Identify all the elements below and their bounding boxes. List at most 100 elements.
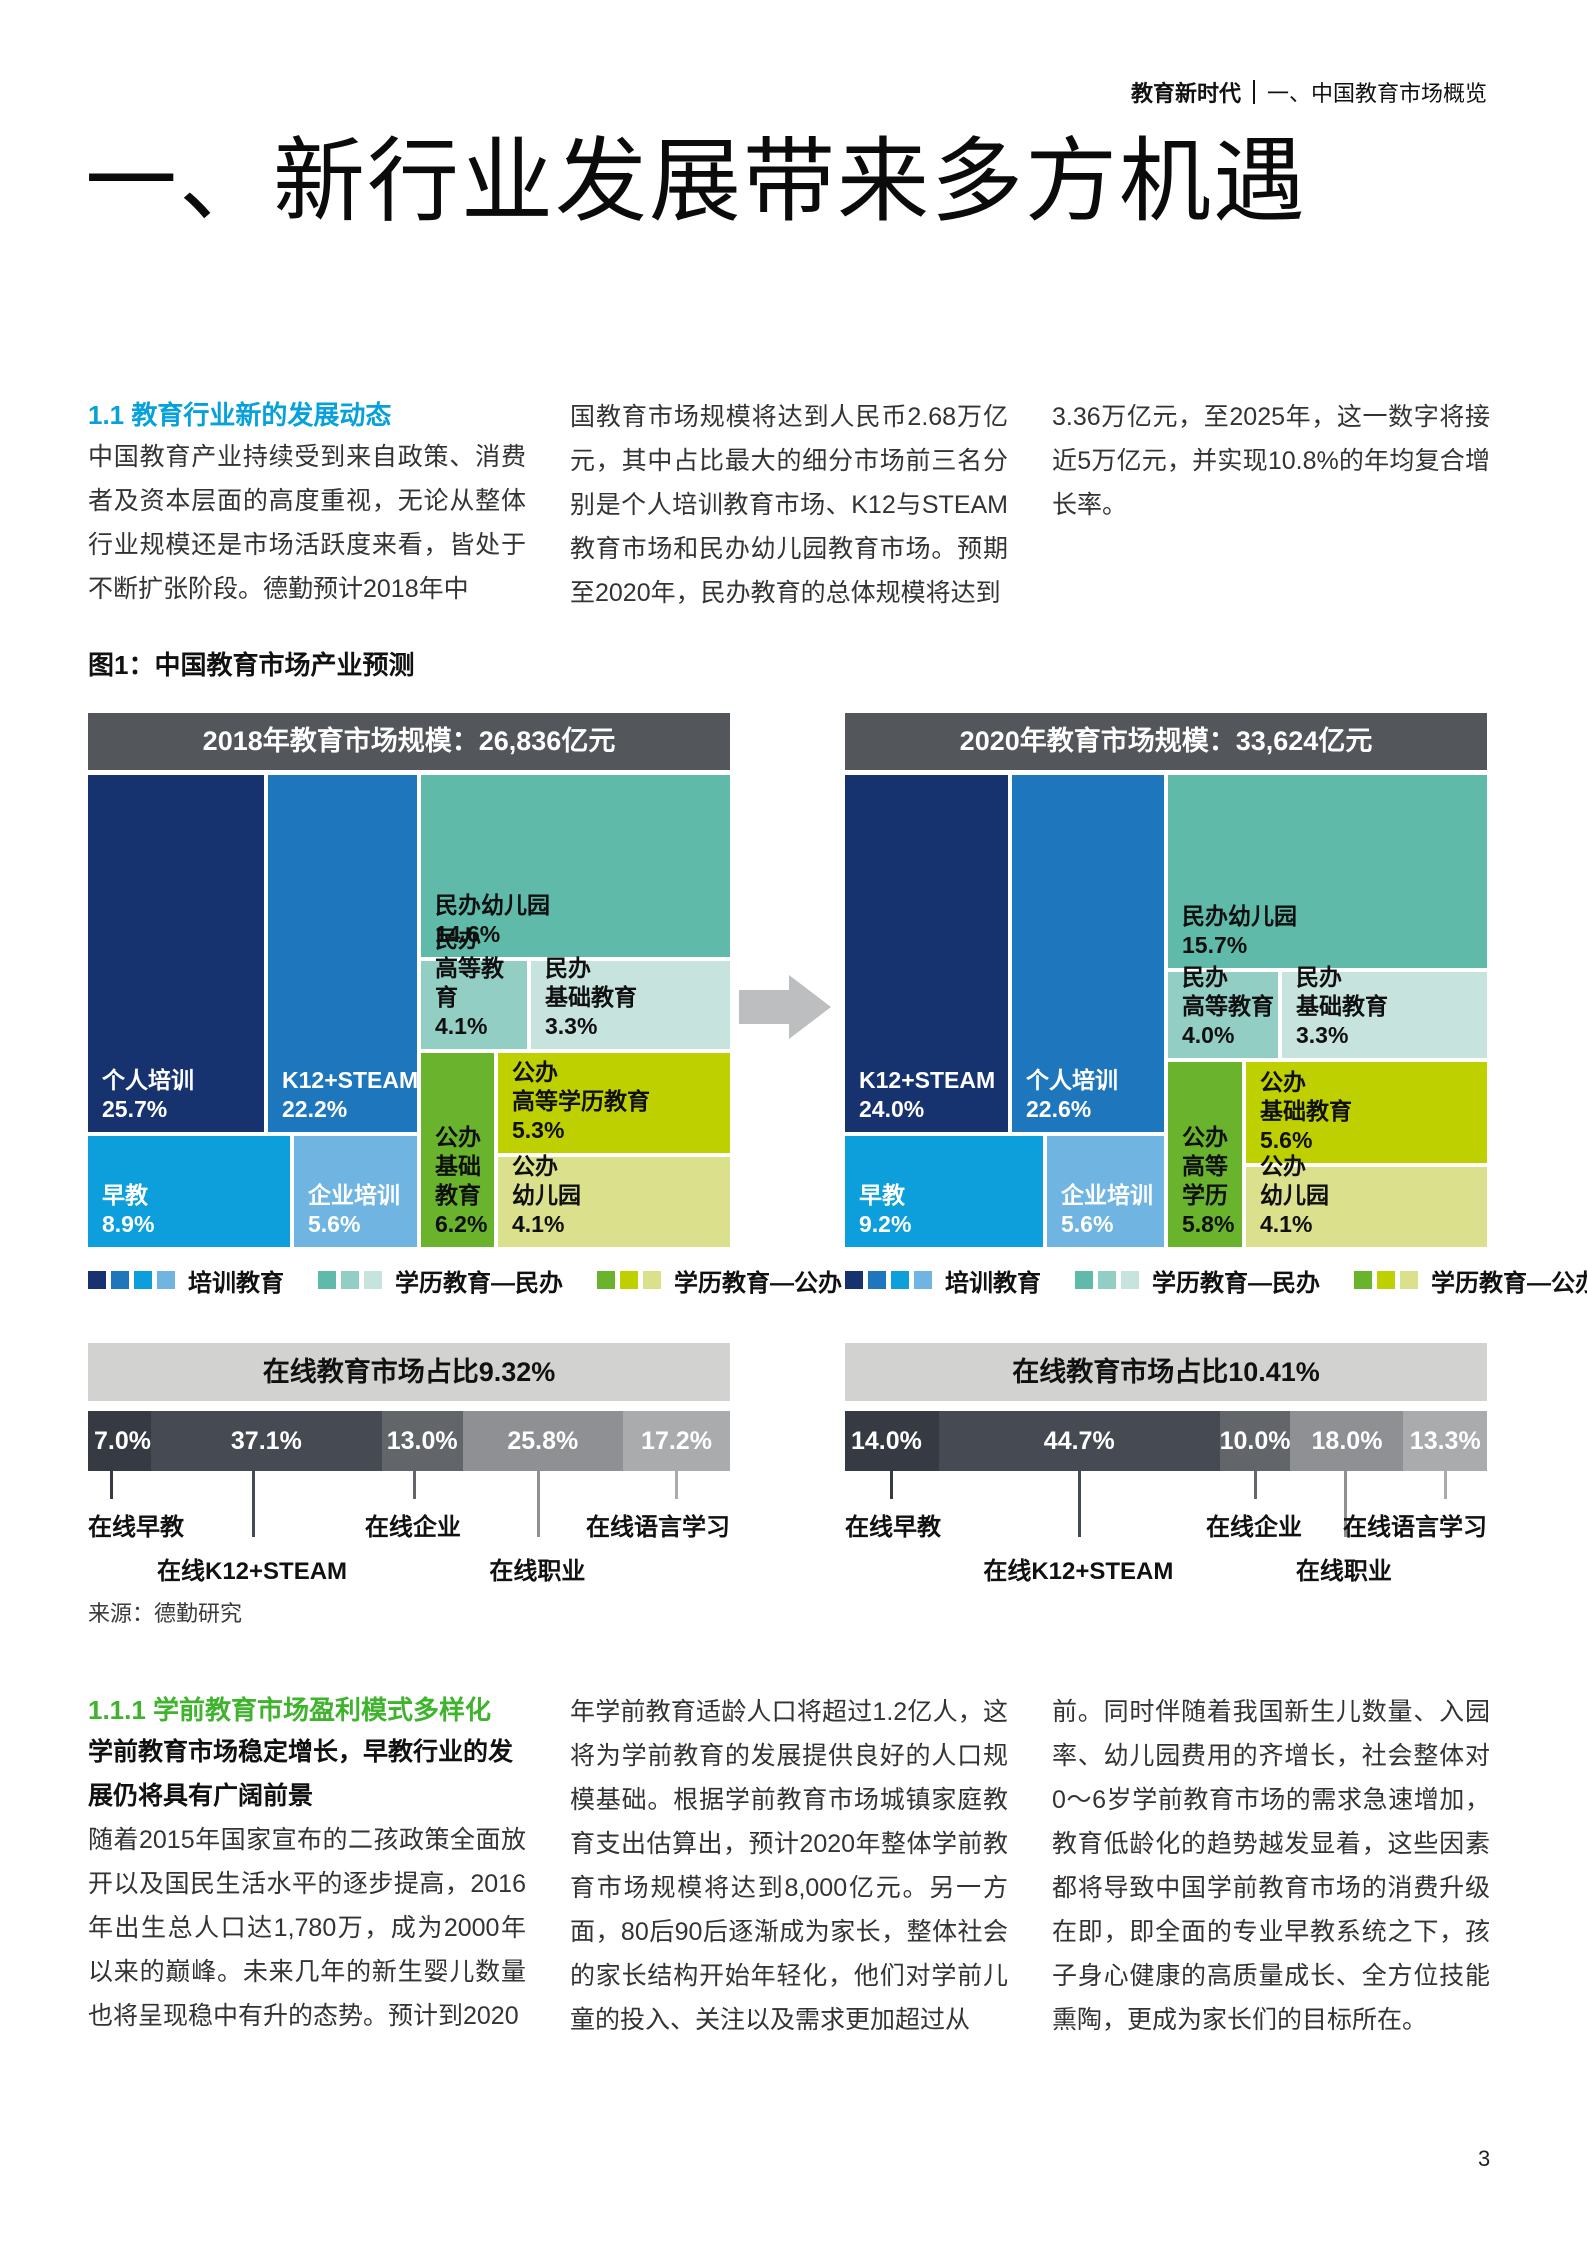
legend-swatch-teal xyxy=(318,1271,336,1289)
legend-label-training: 培训教育 xyxy=(945,1269,1041,1297)
page-number: 3 xyxy=(1478,2146,1491,2171)
online-bar-annotations-2020: 在线早教 在线K12+STEAM 在线企业 在线职业 在线语言学习 xyxy=(845,1471,1487,1589)
treemap-cell-private-kindergarten: 民办幼儿园 14.6% xyxy=(421,775,730,957)
online-share-header-2018: 在线教育市场占比9.32% xyxy=(88,1343,730,1401)
section-heading-1-1-1: 1.1.1 学前教育市场盈利模式多样化 xyxy=(88,1695,492,1725)
treemap-cell-public-basic-ed: 公办 基础教育 5.6% xyxy=(1246,1062,1487,1163)
tick-online-vocational xyxy=(537,1471,541,1537)
label-online-early: 在线早教 xyxy=(88,1514,184,1541)
label-online-language: 在线语言学习 xyxy=(586,1514,730,1541)
bar-segment-online-corporate: 10.0% xyxy=(1219,1411,1291,1471)
treemap-cell-public-kindergarten: 公办 幼儿园 4.1% xyxy=(498,1153,730,1247)
tick-online-k12 xyxy=(1078,1471,1082,1537)
sec111-paragraph-3: 前。同时伴随着我国新生儿数量、入园率、幼儿园费用的齐增长，社会整体对0～6岁学前… xyxy=(1052,1698,1490,2034)
bar-segment-online-corporate: 13.0% xyxy=(381,1411,463,1471)
legend-swatch-mid-teal xyxy=(341,1271,359,1289)
sec111-col-1: 1.1.1 学前教育市场盈利模式多样化 学前教育市场稳定增长，早教行业的发展仍将… xyxy=(88,1690,526,2042)
treemap-cell-public-higher-ed: 公办 高等学历教育 5.3% xyxy=(498,1053,730,1153)
treemap-cell-personal-training: 个人培训 25.7% xyxy=(88,775,264,1132)
label-online-k12: 在线K12+STEAM xyxy=(156,1558,348,1585)
chart-2018-header: 2018年教育市场规模：26,836亿元 xyxy=(88,713,730,770)
legend-swatch-navy xyxy=(88,1271,106,1289)
legend-swatch-pale-yellow xyxy=(643,1271,661,1289)
online-bar-2020: 14.0% 44.7% 10.0% 18.0% 13.3% xyxy=(845,1411,1487,1471)
label-online-early: 在线早教 xyxy=(845,1514,941,1541)
bar-segment-online-k12: 37.1% xyxy=(150,1411,382,1471)
page-title: 一、新行业发展带来多方机遇 xyxy=(85,131,1308,233)
legend-label-public: 学历教育—公办 xyxy=(674,1269,842,1297)
legend-2020: 培训教育 学历教育—民办 学历教育—公办 xyxy=(845,1263,1587,1298)
legend-group-private: 学历教育—民办 xyxy=(1075,1263,1320,1298)
running-header: 教育新时代 一、中国教育市场概览 xyxy=(0,76,1487,108)
legend-swatch-light-teal xyxy=(364,1271,382,1289)
legend-swatch-light-teal xyxy=(1121,1271,1139,1289)
label-online-vocational: 在线职业 xyxy=(1295,1558,1392,1585)
legend-swatch-blue xyxy=(868,1271,886,1289)
tick-online-language xyxy=(675,1471,679,1499)
label-online-corporate: 在线企业 xyxy=(364,1514,461,1541)
online-bar-2018: 7.0% 37.1% 13.0% 25.8% 17.2% xyxy=(88,1411,730,1471)
treemap-cell-private-higher-ed: 民办 高等教育 4.0% xyxy=(1168,964,1278,1058)
intro-paragraph-2: 国教育市场规模将达到人民币2.68万亿元，其中占比最大的细分市场前三名分别是个人… xyxy=(570,403,1008,607)
intro-paragraph-3: 3.36万亿元，至2025年，这一数字将接近5万亿元，并实现10.8%的年均复合… xyxy=(1052,403,1490,519)
treemap-cell-personal-training: 个人培训 22.6% xyxy=(1012,775,1164,1132)
tick-online-corporate xyxy=(1253,1471,1257,1499)
chart-panel-2020: 2020年教育市场规模：33,624亿元 K12+STEAM 24.0% 个人培… xyxy=(845,713,1587,1593)
tick-online-corporate xyxy=(412,1471,416,1499)
legend-group-training: 培训教育 xyxy=(845,1263,1041,1298)
transition-arrow-icon xyxy=(739,990,789,1024)
sec111-col-2: 年学前教育适龄人口将超过1.2亿人，这将为学前教育的发展提供良好的人口规模基础。… xyxy=(570,1690,1008,2042)
treemap-cell-k12-steam: K12+STEAM 24.0% xyxy=(845,775,1008,1132)
sec111-paragraph-2: 年学前教育适龄人口将超过1.2亿人，这将为学前教育的发展提供良好的人口规模基础。… xyxy=(570,1698,1008,2034)
legend-swatch-bright-blue xyxy=(134,1271,152,1289)
chart-panel-2018: 2018年教育市场规模：26,836亿元 个人培训 25.7% K12+STEA… xyxy=(88,713,842,1593)
label-online-corporate: 在线企业 xyxy=(1205,1514,1302,1541)
online-share-header-2020: 在线教育市场占比10.41% xyxy=(845,1343,1487,1401)
tick-online-language xyxy=(1444,1471,1448,1499)
treemap-cell-private-kindergarten: 民办幼儿园 15.7% xyxy=(1168,775,1487,968)
legend-swatch-green xyxy=(597,1271,615,1289)
treemap-cell-public-kindergarten: 公办 幼儿园 4.1% xyxy=(1246,1153,1487,1247)
legend-swatch-bright-blue xyxy=(891,1271,909,1289)
sec111-col-3: 前。同时伴随着我国新生儿数量、入园率、幼儿园费用的齐增长，社会整体对0～6岁学前… xyxy=(1052,1690,1490,2042)
legend-swatch-navy xyxy=(845,1271,863,1289)
legend-swatch-teal xyxy=(1075,1271,1093,1289)
legend-group-training: 培训教育 xyxy=(88,1263,284,1298)
treemap-2020: K12+STEAM 24.0% 个人培训 22.6% 早教 9.2% 企业培训 … xyxy=(845,775,1487,1247)
legend-label-private: 学历教育—民办 xyxy=(1152,1269,1320,1297)
intro-col-3: 3.36万亿元，至2025年，这一数字将接近5万亿元，并实现10.8%的年均复合… xyxy=(1052,395,1490,615)
header-section-label: 一、中国教育市场概览 xyxy=(1266,81,1487,106)
legend-swatch-yellow-green xyxy=(1377,1271,1395,1289)
tick-online-vocational xyxy=(1343,1471,1347,1537)
label-online-language: 在线语言学习 xyxy=(1343,1514,1487,1541)
treemap-cell-early-education: 早教 9.2% xyxy=(845,1136,1043,1247)
treemap-cell-public-basic-ed: 公办 基础 教育 6.2% xyxy=(421,1053,494,1247)
legend-group-private: 学历教育—民办 xyxy=(318,1263,563,1298)
treemap-cell-corporate-training: 企业培训 5.6% xyxy=(294,1136,417,1247)
bar-segment-online-early: 14.0% xyxy=(845,1411,939,1471)
tick-online-k12 xyxy=(252,1471,256,1537)
treemap-cell-private-basic-ed: 民办 基础教育 3.3% xyxy=(1282,964,1487,1058)
legend-swatch-pale-yellow xyxy=(1400,1271,1418,1289)
legend-swatch-yellow-green xyxy=(620,1271,638,1289)
transition-arrow-head-icon xyxy=(789,975,831,1039)
online-bar-annotations-2018: 在线早教 在线K12+STEAM 在线企业 在线职业 在线语言学习 xyxy=(88,1471,730,1589)
sec111-paragraph-1: 随着2015年国家宣布的二孩政策全面放开以及国民生活水平的逐步提高，2016年出… xyxy=(88,1826,526,2030)
treemap-cell-private-higher-ed: 民办 高等教育 4.1% xyxy=(421,926,527,1049)
tick-online-early xyxy=(110,1471,114,1499)
legend-label-private: 学历教育—民办 xyxy=(395,1269,563,1297)
treemap-cell-private-basic-ed: 民办 基础教育 3.3% xyxy=(531,955,730,1049)
section-heading-1-1: 1.1 教育行业新的发展动态 xyxy=(88,400,392,430)
chart-2020-header: 2020年教育市场规模：33,624亿元 xyxy=(845,713,1487,770)
treemap-cell-early-education: 早教 8.9% xyxy=(88,1136,290,1247)
legend-2018: 培训教育 学历教育—民办 学历教育—公办 xyxy=(88,1263,842,1298)
bar-segment-online-language: 17.2% xyxy=(623,1411,730,1471)
intro-col-1: 1.1 教育行业新的发展动态 中国教育产业持续受到来自政策、消费者及资本层面的高… xyxy=(88,395,526,615)
legend-swatch-green xyxy=(1354,1271,1372,1289)
bar-segment-online-language: 13.3% xyxy=(1403,1411,1487,1471)
header-divider xyxy=(1252,80,1255,104)
figure-source: 来源：德勤研究 xyxy=(88,1601,243,1626)
label-online-vocational: 在线职业 xyxy=(489,1558,586,1585)
legend-swatch-mid-teal xyxy=(1098,1271,1116,1289)
